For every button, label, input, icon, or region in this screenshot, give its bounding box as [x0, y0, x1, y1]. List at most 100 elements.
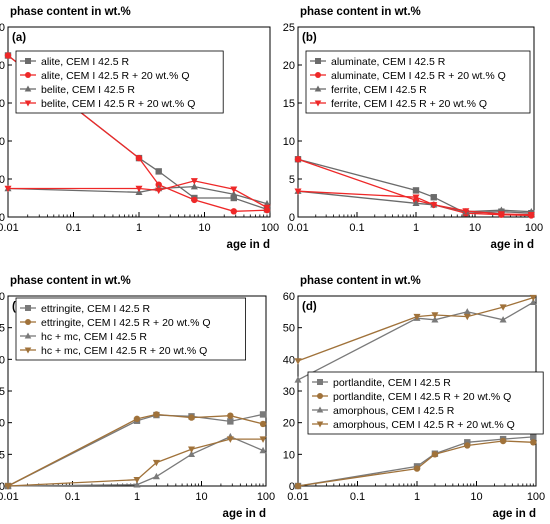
legend-box: [15, 50, 224, 114]
data-point: [464, 442, 471, 449]
x-tick-label: 1: [136, 222, 142, 234]
data-point: [294, 482, 302, 490]
legend-marker: [316, 421, 324, 428]
series-line: [8, 180, 268, 209]
legend-label: ferrite, CEM I 42.5 R + 20 wt.% Q: [331, 98, 487, 110]
data-point: [190, 182, 198, 190]
y-tick-label: 15: [283, 98, 295, 110]
data-point: [463, 308, 471, 315]
data-point: [259, 446, 267, 454]
data-point: [294, 156, 302, 163]
legend-label: amorphous, CEM I 42.5 R: [333, 405, 455, 417]
data-point: [294, 376, 302, 383]
data-point: [152, 459, 160, 467]
y-axis-title: phase content in wt.%: [300, 6, 421, 18]
data-point: [133, 476, 141, 484]
x-tick-label: 10: [195, 491, 207, 503]
y-tick-label: 20: [283, 60, 295, 72]
data-point: [499, 304, 507, 311]
x-tick-label: 0.1: [65, 491, 80, 503]
x-tick-label: 0.01: [287, 222, 308, 234]
y-tick-label: 30: [283, 386, 295, 398]
data-point: [230, 190, 238, 197]
y-tick-label: 40: [0, 60, 5, 72]
series-line: [297, 158, 532, 217]
data-point: [135, 154, 143, 162]
x-tick-label: 10: [469, 222, 481, 234]
data-point: [529, 298, 537, 306]
data-point: [4, 185, 12, 193]
legend: aluminate, CEM I 42.5 R aluminate, CEM I …: [305, 50, 531, 114]
series-line: [297, 436, 534, 487]
legend-label: amorphous, CEM I 42.5 R + 20 wt.% Q: [333, 419, 515, 431]
legend-label: ettringite, CEM I 42.5 R: [41, 303, 151, 315]
x-tick-label: 0.01: [0, 222, 19, 234]
data-point: [230, 208, 237, 215]
legend-marker: [25, 305, 31, 311]
y-tick-label: 20: [0, 354, 5, 366]
legend-label: alite, CEM I 42.5 R + 20 wt.% Q: [41, 70, 190, 82]
data-point: [412, 187, 420, 194]
data-point: [155, 181, 162, 188]
data-point: [412, 199, 420, 207]
series-line: [297, 158, 532, 214]
y-axis-title: phase content in wt.%: [10, 275, 131, 287]
y-tick-label: 10: [283, 449, 295, 461]
y-axis-title: phase content in wt.%: [300, 275, 421, 287]
panel-label: (b): [302, 32, 317, 44]
data-point: [188, 414, 195, 421]
data-point: [499, 437, 507, 445]
legend-marker: [24, 332, 32, 339]
legend: alite, CEM I 42.5 R alite, CEM I 42.5 R +…: [15, 50, 224, 114]
y-tick-label: 0: [289, 481, 295, 493]
x-tick-label: 10: [198, 222, 210, 234]
y-tick-label: 25: [0, 323, 5, 335]
data-point: [259, 436, 267, 443]
legend-marker: [25, 58, 31, 64]
y-tick-label: 30: [0, 98, 5, 110]
chart-panel-3: phase content in wt.% 0 5 10 15 20 25 30 0.01 0.1…: [0, 275, 275, 520]
x-axis-title: age in d: [223, 508, 266, 520]
x-axis-title: age in d: [227, 239, 270, 251]
x-tick-label: 10: [470, 491, 482, 503]
legend-marker: [24, 100, 32, 107]
data-point: [227, 412, 234, 419]
legend-label: aluminate, CEM I 42.5 R: [331, 56, 446, 68]
legend-marker: [314, 100, 322, 107]
y-tick-label: 60: [283, 291, 295, 303]
legend-label: belite, CEM I 42.5 R: [41, 84, 135, 96]
x-tick-label: 100: [261, 222, 279, 234]
legend-marker: [24, 347, 32, 354]
data-point: [155, 168, 162, 175]
legend-label: ettringite, CEM I 42.5 R + 20 wt.% Q: [41, 317, 211, 329]
series-line: [7, 54, 268, 212]
x-tick-label: 100: [527, 491, 545, 503]
data-point: [430, 194, 437, 201]
x-tick-label: 1: [134, 491, 140, 503]
series-2: [294, 437, 537, 490]
data-point: [190, 178, 198, 185]
legend-label: alite, CEM I 42.5 R: [41, 56, 130, 68]
panel-label: (a): [12, 32, 26, 44]
x-tick-label: 100: [257, 491, 275, 503]
data-point: [462, 208, 470, 215]
legend-box: [305, 50, 531, 114]
series-line: [297, 440, 534, 487]
x-tick-label: 0.1: [350, 491, 365, 503]
legend-marker: [317, 379, 323, 385]
legend-marker: [317, 393, 323, 399]
series-line: [7, 413, 264, 487]
data-point: [430, 202, 438, 209]
y-tick-label: 10: [283, 136, 295, 148]
series-4: [4, 178, 271, 212]
series-line: [7, 438, 263, 487]
data-point: [4, 483, 12, 490]
y-tick-label: 50: [283, 323, 295, 335]
data-point: [259, 420, 267, 428]
data-point: [294, 358, 302, 365]
data-point: [153, 411, 160, 418]
data-point: [413, 313, 421, 321]
legend-box: [15, 297, 247, 361]
legend-marker: [25, 319, 31, 325]
